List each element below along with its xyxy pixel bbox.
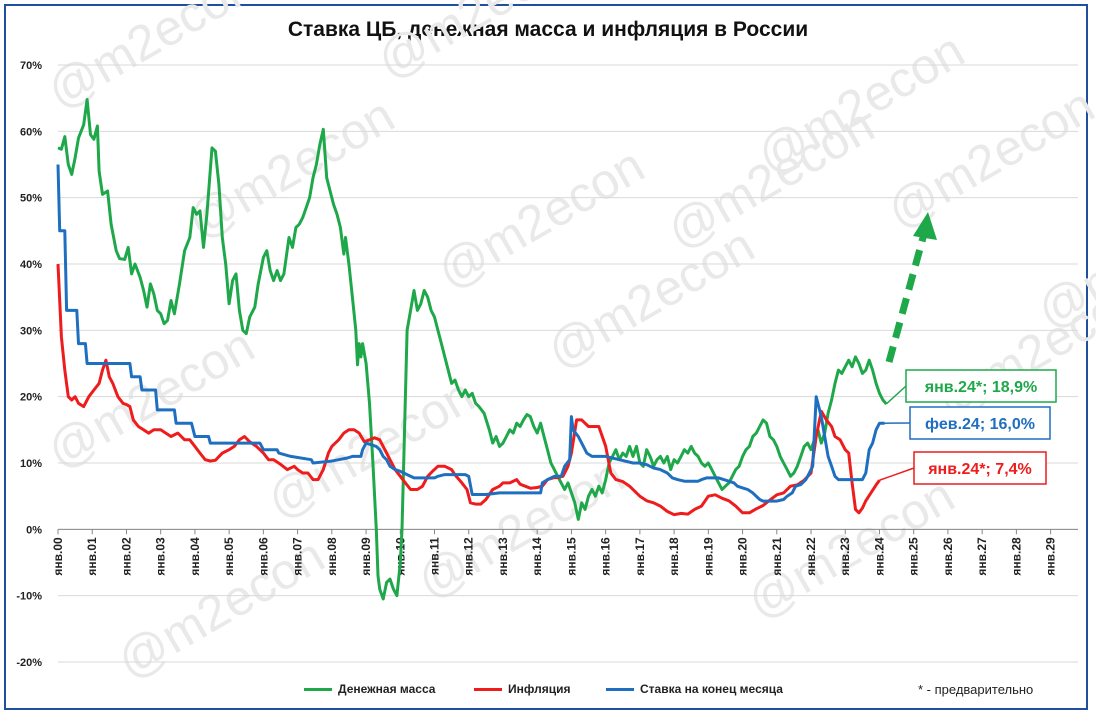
legend-item-rate: Ставка на конец месяца xyxy=(606,682,783,696)
y-tick-label: 0% xyxy=(26,524,42,536)
y-tick-label: 10% xyxy=(20,458,42,470)
x-tick-label: янв.18 xyxy=(667,537,681,576)
x-tick-label: янв.00 xyxy=(51,537,65,576)
annotation-box xyxy=(913,451,1047,485)
annotation-box xyxy=(909,406,1051,440)
annotation-box xyxy=(905,369,1057,403)
x-tick-label: янв.15 xyxy=(564,537,578,576)
x-tick-label: янв.05 xyxy=(222,537,236,576)
x-tick-label: янв.29 xyxy=(1044,537,1058,576)
series-line-2 xyxy=(56,164,885,503)
chart-legend: Денежная масса Инфляция Ставка на конец … xyxy=(0,682,1096,702)
watermark-text: @m2econ xyxy=(368,0,594,90)
x-tick-label: янв.14 xyxy=(530,537,544,576)
x-tick-label: янв.22 xyxy=(804,537,818,576)
series-line-1 xyxy=(56,263,881,517)
x-tick-label: янв.21 xyxy=(770,537,784,576)
series-line-0 xyxy=(57,98,888,601)
watermark-text: @m2econ xyxy=(658,97,884,260)
x-tick-label: янв.19 xyxy=(701,537,715,576)
legend-swatch xyxy=(606,687,634,691)
legend-label: Денежная масса xyxy=(338,682,436,696)
legend-label: Ставка на конец месяца xyxy=(640,682,783,696)
x-tick-label: янв.07 xyxy=(291,537,305,576)
trend-arrow-head xyxy=(913,212,937,240)
x-tick-label: янв.09 xyxy=(359,537,373,576)
y-tick-label: 40% xyxy=(20,259,42,271)
watermark-text: @m2econ xyxy=(258,367,484,530)
annotation-label: фев.24; 16,0% xyxy=(925,416,1035,433)
y-tick-label: -10% xyxy=(16,591,42,603)
x-tick-label: янв.24 xyxy=(872,537,886,576)
y-tick-label: 60% xyxy=(20,126,42,138)
y-tick-label: 20% xyxy=(20,392,42,404)
x-tick-label: янв.28 xyxy=(1009,537,1023,576)
watermark-text: @m2econ xyxy=(538,217,764,380)
annotation-leader xyxy=(879,467,915,481)
x-tick-label: янв.08 xyxy=(325,537,339,576)
y-tick-label: 30% xyxy=(20,325,42,337)
x-tick-label: янв.27 xyxy=(975,537,989,576)
legend-swatch xyxy=(474,687,502,691)
chart-frame xyxy=(4,4,1088,710)
annotation-leader xyxy=(885,385,907,405)
x-tick-label: янв.13 xyxy=(496,537,510,576)
x-tick-label: янв.03 xyxy=(154,537,168,576)
x-tick-label: янв.12 xyxy=(462,537,476,576)
watermark-text: @m2econ xyxy=(428,137,654,300)
legend-item-inflation: Инфляция xyxy=(474,682,570,696)
y-tick-label: 50% xyxy=(20,193,42,205)
x-tick-label: янв.11 xyxy=(428,537,442,575)
watermark-text: @m2econ xyxy=(38,0,264,120)
x-tick-label: янв.16 xyxy=(599,537,613,576)
watermark-text: @m2econ xyxy=(1028,177,1096,340)
legend-label: Инфляция xyxy=(508,682,571,696)
x-tick-label: янв.23 xyxy=(838,537,852,576)
watermark-text: @m2econ xyxy=(408,447,634,610)
x-tick-label: янв.17 xyxy=(633,537,647,576)
annotation-label: янв.24*; 18,9% xyxy=(924,379,1037,396)
y-tick-label: 70% xyxy=(20,60,42,72)
x-tick-label: янв.25 xyxy=(907,537,921,576)
legend-swatch xyxy=(304,687,332,691)
x-tick-label: янв.06 xyxy=(256,537,270,576)
x-tick-label: янв.02 xyxy=(119,537,133,576)
x-tick-label: янв.26 xyxy=(941,537,955,576)
chart-title: Ставка ЦБ, денежная масса и инфляция в Р… xyxy=(287,18,809,41)
annotation-label: янв.24*; 7,4% xyxy=(927,461,1032,478)
x-tick-label: янв.20 xyxy=(736,537,750,576)
x-tick-label: янв.04 xyxy=(188,537,202,576)
y-tick-label: -20% xyxy=(16,657,42,669)
x-tick-label: янв.01 xyxy=(85,537,99,576)
footnote: * - предварительно xyxy=(918,682,1034,697)
trend-arrow-shaft xyxy=(885,233,928,363)
legend-item-money: Денежная масса xyxy=(304,682,435,696)
